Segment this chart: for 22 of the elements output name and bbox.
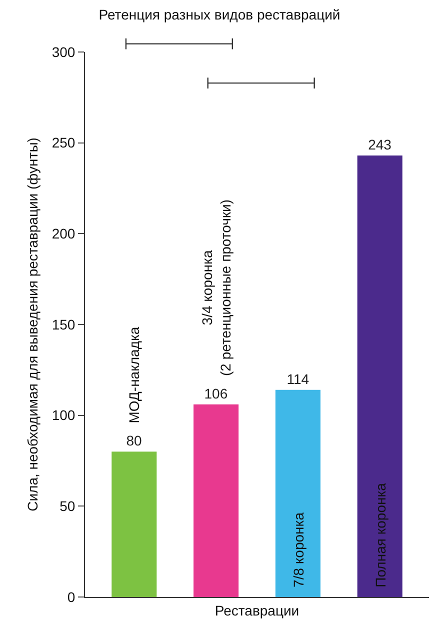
data-label: 80 bbox=[126, 432, 142, 449]
bar bbox=[357, 156, 402, 597]
y-tick-label: 50 bbox=[60, 498, 76, 514]
chart-title: Ретенция разных видов реставраций bbox=[98, 6, 340, 22]
y-tick-label: 100 bbox=[52, 407, 76, 424]
y-tick-label: 250 bbox=[52, 134, 76, 151]
bar bbox=[112, 452, 157, 597]
y-tick-label: 300 bbox=[52, 44, 76, 60]
y-tick-label: 200 bbox=[52, 226, 76, 242]
data-label: 106 bbox=[204, 385, 228, 402]
y-axis-title: Сила, необходимая для выведения реставрации (фунты) bbox=[24, 138, 40, 512]
y-tick-label: 150 bbox=[52, 316, 76, 332]
y-tick-label: 0 bbox=[67, 588, 76, 605]
x-axis-title: Реставрации bbox=[214, 602, 300, 618]
bar bbox=[194, 404, 239, 597]
data-label: 114 bbox=[286, 370, 310, 387]
bar bbox=[275, 390, 320, 597]
x-tick-label: 3/4 коронка (2 ретенционные проточки) bbox=[199, 199, 234, 376]
x-tick-label: МОД-накладка bbox=[126, 326, 142, 424]
x-tick-label: Полная коронка bbox=[372, 482, 388, 588]
x-tick-label: 7/8 коронка bbox=[290, 512, 306, 588]
data-label: 243 bbox=[368, 136, 392, 153]
